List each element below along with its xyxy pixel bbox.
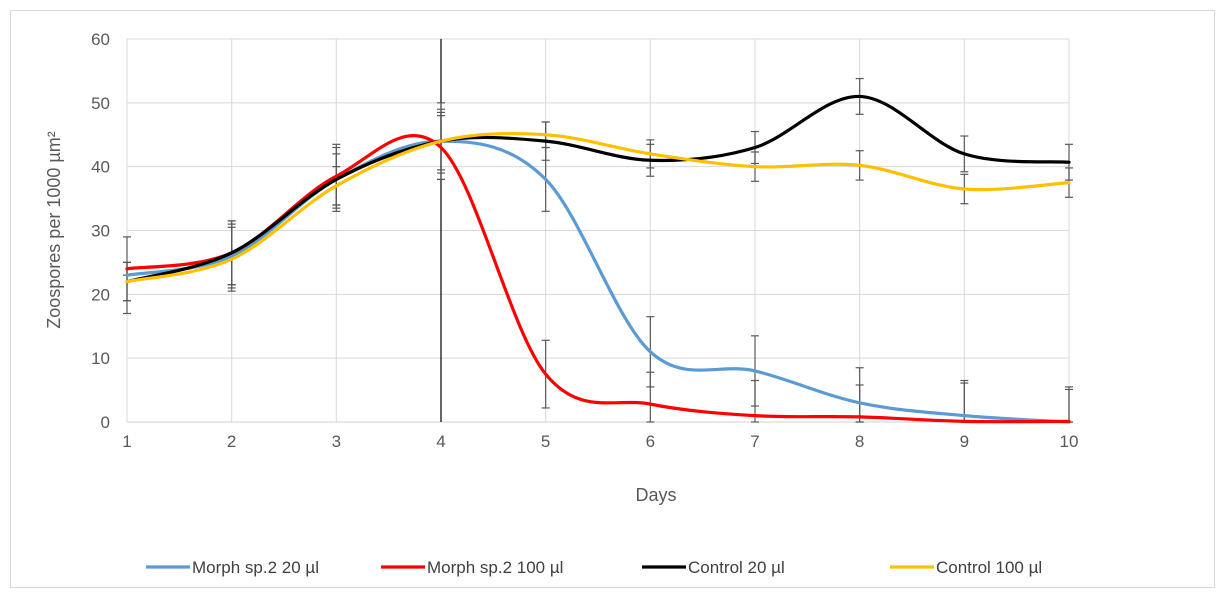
x-tick-label: 8 xyxy=(855,432,864,451)
x-tick-label: 3 xyxy=(332,432,341,451)
series-line-control-100-l xyxy=(125,131,1071,284)
legend-item: Control 20 µl xyxy=(642,558,785,577)
y-tick-label: 40 xyxy=(91,158,110,177)
x-tick-label: 1 xyxy=(122,432,131,451)
legend: Morph sp.2 20 µl Morph sp.2 100 µl Control… xyxy=(146,558,1042,577)
x-axis-label: Days xyxy=(635,485,676,505)
y-tick-label: 0 xyxy=(101,413,110,432)
x-tick-label: 9 xyxy=(960,432,969,451)
series-lines xyxy=(125,94,1071,424)
legend-item: Control 100 µl xyxy=(890,558,1042,577)
legend-label: Morph sp.2 20 µl xyxy=(192,558,319,577)
x-tick-label: 6 xyxy=(646,432,655,451)
y-tick-label: 30 xyxy=(91,222,110,241)
gridlines xyxy=(126,38,1070,423)
x-tick-label: 10 xyxy=(1060,432,1079,451)
series-line-morph-sp-2-100-l xyxy=(125,134,1071,424)
error-bar xyxy=(1065,388,1073,423)
y-tick-label: 50 xyxy=(91,94,110,113)
legend-item: Morph sp.2 100 µl xyxy=(381,558,563,577)
legend-label: Morph sp.2 100 µl xyxy=(427,558,563,577)
y-tick-label: 20 xyxy=(91,285,110,304)
x-tick-label: 7 xyxy=(750,432,759,451)
legend-label: Control 20 µl xyxy=(688,558,785,577)
tick-labels: 0 10 20 30 40 50 60 1 2 3 4 5 6 7 8 9 10 xyxy=(91,30,1078,451)
y-tick-label: 10 xyxy=(91,349,110,368)
series-line-control-20-l xyxy=(125,94,1071,284)
legend-item: Morph sp.2 20 µl xyxy=(146,558,319,577)
chart-frame xyxy=(10,10,1215,588)
x-tick-label: 4 xyxy=(436,432,445,451)
y-tick-label: 60 xyxy=(91,30,110,49)
x-tick-label: 5 xyxy=(541,432,550,451)
error-bar xyxy=(646,371,655,423)
x-tick-label: 2 xyxy=(227,432,236,451)
error-bars xyxy=(123,77,1073,423)
y-axis-label: Zoospores per 1000 µm² xyxy=(44,131,64,328)
legend-label: Control 100 µl xyxy=(936,558,1042,577)
